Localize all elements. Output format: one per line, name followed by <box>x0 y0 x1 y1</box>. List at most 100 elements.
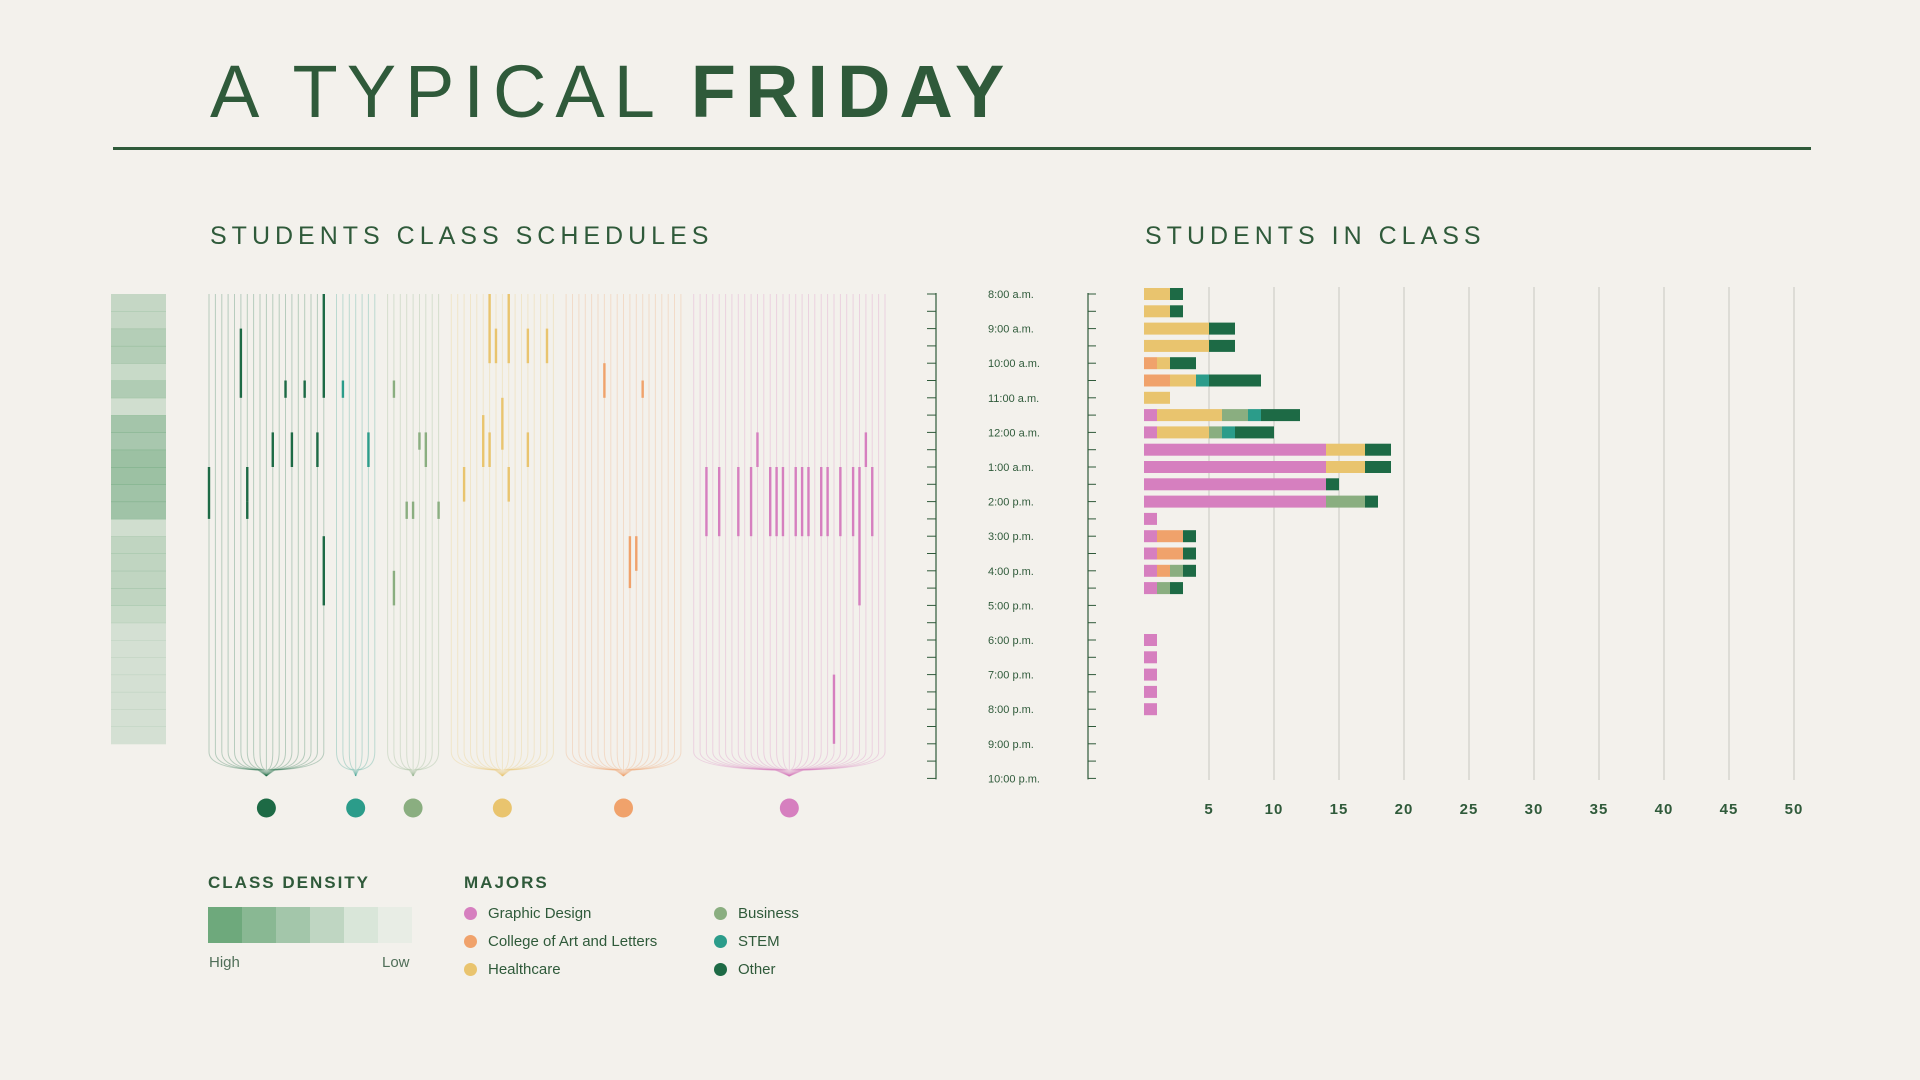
major-business: Business <box>714 905 799 922</box>
schedule-lane <box>623 294 644 777</box>
class-block <box>246 501 249 519</box>
schedule-lane <box>789 294 880 777</box>
class-block <box>641 380 644 398</box>
bar-graphic_design <box>1144 582 1157 595</box>
schedule-lane <box>412 294 440 777</box>
class-block <box>392 380 396 398</box>
bar-healthcare <box>1170 374 1196 387</box>
schedule-lane <box>463 294 503 777</box>
class-block <box>526 432 530 467</box>
bar-graphic_design <box>1144 668 1157 681</box>
class-block <box>603 363 606 398</box>
bar-other <box>1235 426 1274 439</box>
class-block <box>832 674 836 744</box>
bar-other <box>1365 461 1391 473</box>
majors-title: MAJORS <box>464 873 549 892</box>
schedule-lane <box>616 294 624 777</box>
class-block <box>418 432 421 450</box>
bar-other <box>1209 374 1261 387</box>
schedule-lane <box>406 294 414 777</box>
schedule-lane <box>259 294 267 777</box>
bar-other <box>1170 305 1183 318</box>
schedule-lane <box>501 294 529 777</box>
class-block <box>405 501 408 519</box>
bar-chart-bars <box>1144 288 1391 716</box>
density-cell <box>111 363 166 381</box>
density-cell <box>111 294 166 312</box>
class-block <box>826 467 829 537</box>
bar-chart-grid <box>1208 287 1795 780</box>
schedule-lane <box>502 294 554 777</box>
bar-other <box>1183 564 1196 577</box>
density-cell <box>111 640 166 658</box>
x-tick-label: 15 <box>1330 801 1349 818</box>
bar-graphic_design <box>1144 685 1157 698</box>
density-swatch <box>344 907 378 943</box>
density-swatch <box>242 907 276 943</box>
schedule-lane <box>501 294 516 777</box>
bar-other <box>1365 495 1378 508</box>
schedule-lane <box>565 294 624 777</box>
time-label: 6:00 p.m. <box>988 635 1034 647</box>
density-cell <box>111 328 166 347</box>
time-label: 10:00 a.m. <box>988 358 1040 370</box>
class-block <box>839 467 842 537</box>
bar-graphic_design <box>1144 461 1326 473</box>
class-block <box>246 467 249 502</box>
class-block <box>322 294 325 398</box>
schedule-lane <box>763 294 790 777</box>
class-block <box>756 432 759 467</box>
class-block <box>635 536 638 571</box>
time-label: 2:00 p.m. <box>988 497 1034 509</box>
class-block <box>769 467 772 537</box>
class-block <box>851 467 855 537</box>
density-cell <box>111 397 166 416</box>
class-block <box>820 467 823 537</box>
schedule-lane <box>336 294 357 777</box>
density-cell <box>111 501 166 520</box>
group-dot-graphic_design <box>779 798 799 818</box>
schedule-lane <box>265 294 274 777</box>
bar-stem <box>1248 409 1261 422</box>
class-block <box>545 328 549 364</box>
class-block <box>494 328 498 364</box>
time-label: 9:00 a.m. <box>988 324 1034 336</box>
bar-business <box>1170 564 1183 577</box>
schedule-lane <box>623 294 656 777</box>
time-label: 7:00 p.m. <box>988 670 1034 682</box>
schedule-lane <box>789 294 860 777</box>
class-block <box>501 397 504 450</box>
bar-arts_letters <box>1157 564 1170 577</box>
bar-other <box>1261 409 1300 422</box>
bar-graphic_design <box>1144 409 1157 422</box>
density-cell <box>111 415 166 433</box>
major-label: Business <box>738 905 799 922</box>
class-block <box>239 328 243 398</box>
class-block <box>775 467 778 537</box>
schedule-lane <box>693 294 790 777</box>
schedule-lane <box>788 294 809 777</box>
schedule-lane <box>776 294 790 777</box>
time-label: 8:00 p.m. <box>988 704 1034 716</box>
class-block <box>737 467 740 537</box>
bar-graphic_design <box>1144 651 1157 664</box>
schedules-section-title: STUDENTS CLASS SCHEDULES <box>210 222 714 250</box>
density-cell <box>111 691 166 710</box>
group-dot-arts_letters <box>614 798 634 818</box>
major-label: College of Art and Letters <box>488 933 658 950</box>
schedule-lane <box>502 294 548 777</box>
major-healthcare: Healthcare <box>464 961 561 978</box>
class-block <box>864 432 868 467</box>
class-block <box>507 467 510 502</box>
schedule-classes <box>207 294 874 744</box>
density-cell <box>111 588 166 606</box>
schedule-lane <box>789 294 886 777</box>
class-block <box>303 380 306 398</box>
density-cell <box>111 657 166 676</box>
bar-business <box>1222 409 1248 422</box>
class-block <box>424 432 428 467</box>
bar-arts_letters <box>1157 530 1183 543</box>
bar-stem <box>1222 426 1235 439</box>
schedule-lane <box>348 294 357 777</box>
